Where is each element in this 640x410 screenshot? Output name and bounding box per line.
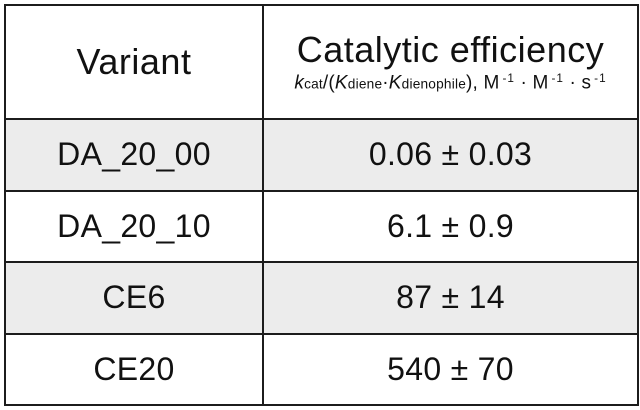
formula-part: k <box>294 72 305 94</box>
table-row-da-20-00: DA_20_00 0.06 ± 0.03 <box>4 118 639 192</box>
formula-part: -1 <box>594 71 607 85</box>
table-row-ce6: CE6 87 ± 14 <box>4 261 639 335</box>
efficiency-cell: 540 ± 70 <box>262 332 639 407</box>
efficiency-column-header: Catalytic efficiency kcat/(Kdiene·Kdieno… <box>262 3 639 121</box>
formula-part: -1 <box>502 71 515 85</box>
formula-part: -1 <box>551 71 564 85</box>
formula-part: diene <box>347 76 383 92</box>
results-table: Variant Catalytic efficiency kcat/(Kdien… <box>4 3 639 407</box>
efficiency-value: 6.1 ± 0.9 <box>386 207 514 244</box>
variant-name: DA_20_00 <box>57 136 211 173</box>
catalytic-efficiency-formula: kcat/(Kdiene·Kdienophile), M -1 · M -1 · s… <box>264 72 637 94</box>
formula-part: K <box>388 72 402 94</box>
efficiency-cell: 0.06 ± 0.03 <box>262 118 639 192</box>
variant-name: DA_20_10 <box>57 207 211 244</box>
efficiency-cell: 6.1 ± 0.9 <box>262 189 639 264</box>
formula-part: · s <box>563 72 592 94</box>
variant-cell: CE6 <box>4 261 264 335</box>
formula-part: ), M <box>466 72 500 94</box>
efficiency-cell: 87 ± 14 <box>262 261 639 335</box>
formula-part: dienophile <box>401 76 466 92</box>
variant-column-header: Variant <box>4 3 264 121</box>
table-row-da-20-10: DA_20_10 6.1 ± 0.9 <box>4 189 639 264</box>
formula-part: cat <box>304 76 323 92</box>
formula-part: · <box>382 72 389 94</box>
efficiency-column-title: Catalytic efficiency <box>296 29 605 71</box>
variant-name: CE6 <box>102 279 166 316</box>
variant-column-label: Variant <box>76 41 192 83</box>
variant-cell: DA_20_10 <box>4 189 264 264</box>
table-row-ce20: CE20 540 ± 70 <box>4 332 639 407</box>
table-header-row: Variant Catalytic efficiency kcat/(Kdien… <box>4 3 639 121</box>
variant-name: CE20 <box>93 350 175 387</box>
efficiency-value: 540 ± 70 <box>387 350 514 387</box>
variant-cell: CE20 <box>4 332 264 407</box>
variant-cell: DA_20_00 <box>4 118 264 192</box>
formula-part: K <box>334 72 348 94</box>
efficiency-value: 0.06 ± 0.03 <box>368 136 533 173</box>
formula-part: · M <box>514 72 549 94</box>
efficiency-value: 87 ± 14 <box>396 279 505 316</box>
formula-part: /( <box>322 72 335 94</box>
